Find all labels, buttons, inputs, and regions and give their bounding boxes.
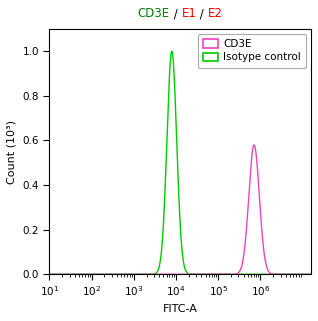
Text: /: / — [196, 7, 208, 20]
Text: E1: E1 — [182, 7, 196, 20]
Text: /: / — [170, 7, 182, 20]
X-axis label: FITC-A: FITC-A — [163, 304, 198, 314]
Legend: CD3E, Isotype control: CD3E, Isotype control — [198, 34, 306, 68]
Text: E2: E2 — [208, 7, 223, 20]
Text: $10^{7.2}$: $10^{7.2}$ — [316, 296, 318, 310]
Y-axis label: Count (10³): Count (10³) — [7, 120, 17, 184]
Text: CD3E: CD3E — [138, 7, 170, 20]
